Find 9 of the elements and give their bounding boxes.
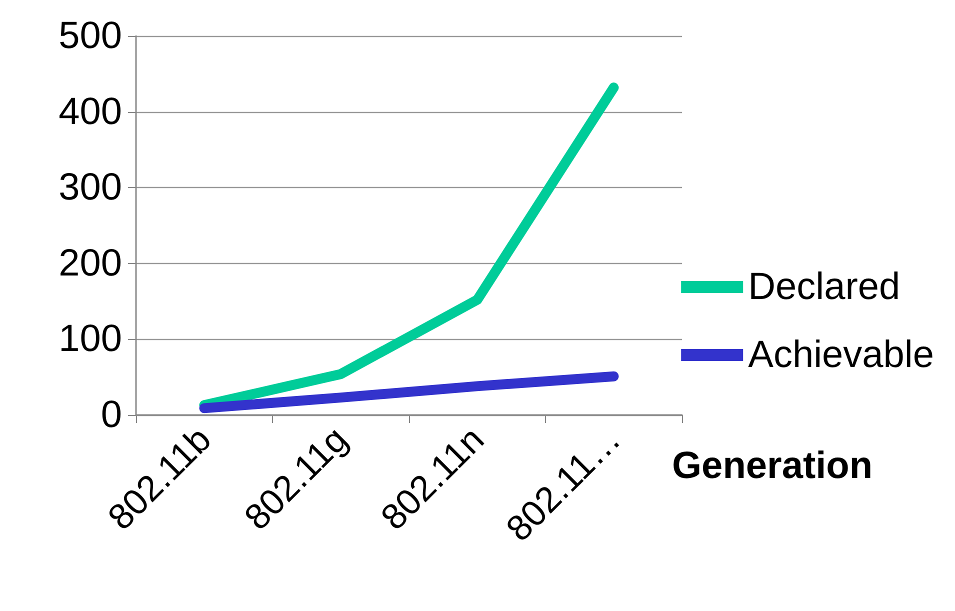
y-tick-label: 400	[58, 90, 122, 133]
x-axis-title: Generation	[672, 445, 873, 487]
legend-label: Declared	[748, 266, 900, 308]
y-tick-label: 100	[58, 318, 122, 360]
legend-label: Achievable	[748, 334, 934, 376]
y-tick-label: 200	[58, 242, 122, 284]
y-tick-label: 0	[100, 394, 122, 436]
y-tick-label: 500	[58, 15, 122, 57]
y-tick-label: 300	[58, 166, 122, 209]
